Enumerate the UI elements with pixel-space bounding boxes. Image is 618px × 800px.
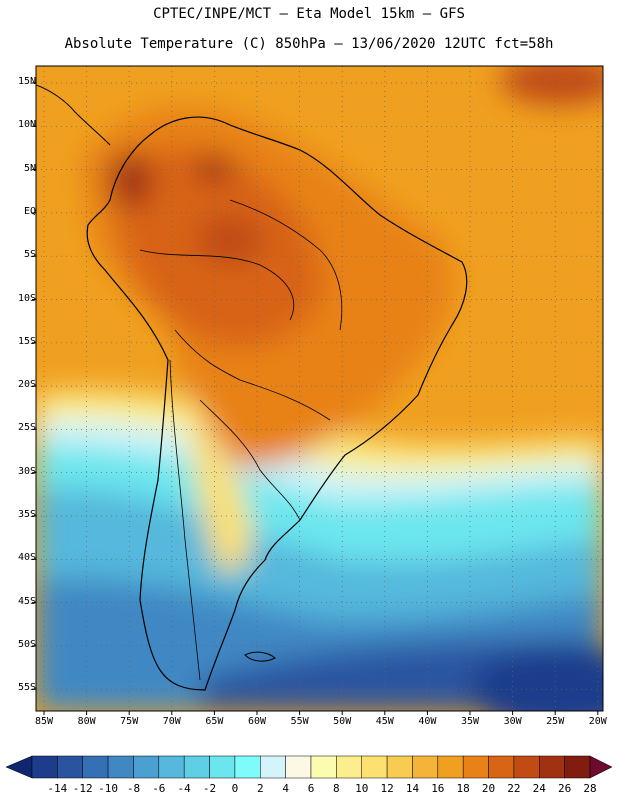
colorbar-label: 12 [380,782,394,795]
colorbar-swatch [361,755,388,779]
longitude-label: 55W [290,716,309,727]
colorbar-swatch [209,755,236,779]
colorbar-label: 16 [431,782,445,795]
colorbar-label: -6 [152,782,166,795]
colorbar-label: 26 [558,782,572,795]
colorbar-label: -12 [72,782,93,795]
longitude-label: 35W [460,716,480,727]
longitude-label: 75W [120,716,139,727]
longitude-label: 25W [546,716,565,727]
latitude-label: 30S [17,465,36,477]
longitude-label: 40W [418,716,437,727]
hotspot-amazon [195,215,265,265]
colorbar-label: 22 [507,782,521,795]
colorbar-swatch [260,755,286,779]
latitude-label: 45S [17,595,36,607]
colorbar-label: 18 [456,782,470,795]
colorbar-swatch [386,755,413,779]
longitude-label: 80W [77,716,96,727]
colorbar-label: 6 [307,782,315,795]
colorbar-label: 14 [405,782,420,795]
colorbar-swatch [234,755,261,779]
colorbar-swatch [488,755,515,779]
chart-title-line-1: CPTEC/INPE/MCT – Eta Model 15km – GFS [153,6,465,22]
colorbar-label: -2 [202,782,217,795]
latitude-label: EQ [23,205,36,217]
country-border [169,359,201,681]
longitude-label: 70W [162,716,181,727]
colorbar-swatch [158,755,185,779]
latitude-label: 10S [17,292,36,304]
longitude-label: 65W [205,716,224,727]
colorbar-high-arrow [589,755,613,779]
south-america-coastline [86,116,468,691]
colorbar-label: 10 [355,782,369,795]
colorbar-label: 20 [481,782,496,795]
longitude-label: 30W [503,716,522,727]
colorbar-label: -4 [177,782,191,795]
hotspot-atlantic [500,66,603,105]
longitude-label: 85W [34,716,54,727]
axis-ticks [32,82,599,715]
longitude-label: 20W [588,716,607,727]
colorbar-swatch [310,755,337,779]
colorbar-low-arrow [5,755,33,779]
central-america-coastline [36,84,111,146]
colorbar-label: -8 [126,782,141,795]
temperature-colorbar [5,755,613,779]
latitude-label: 50S [17,638,36,650]
longitude-label: 60W [247,716,267,727]
longitude-label: 45W [375,716,394,727]
colorbar-swatch [336,755,362,779]
latitude-label: 15S [17,335,36,347]
country-border [199,399,301,521]
coldest-core [470,645,603,711]
country-border [174,329,331,421]
colorbar-label: 0 [231,782,239,795]
patagonia-warm-tongue [185,420,251,573]
latitude-label: 35S [17,509,36,520]
latitude-label: 15N [17,76,36,87]
chart-title-line-2: Absolute Temperature (C) 850hPa – 13/06/… [64,36,554,52]
longitude-label: 50W [333,716,352,727]
colorbar-swatch [133,755,160,779]
latitude-label: 5N [23,162,36,174]
latitude-label: 10N [17,119,36,131]
latitude-label: 20S [17,379,36,391]
colorbar-swatch [437,755,464,779]
temperature-map [32,65,604,715]
latitude-label: 25S [17,422,36,434]
colorbar-swatch [57,755,83,779]
falkland-islands [244,651,276,662]
latitude-label: 40S [17,552,36,564]
country-border [229,199,343,331]
colorbar-swatch [82,755,109,779]
colorbar-swatch [285,755,312,779]
colorbar-label: 28 [583,782,597,795]
colorbar-label: -10 [98,782,119,795]
map-frame [35,65,604,712]
colorbar-swatch [31,755,58,779]
country-border [139,249,295,321]
colorbar-label: 4 [282,782,289,795]
colorbar-label: 24 [532,782,546,795]
colorbar-swatch [564,755,591,779]
latitude-label: 5S [23,249,36,261]
colorbar-label: -14 [47,782,68,795]
colorbar-label: 2 [256,782,264,795]
colorbar-swatch [513,755,540,779]
colorbar-label: 8 [333,782,340,795]
hotspot-venezuela [195,154,235,182]
colorbar-swatch [462,755,489,779]
colorbar-swatch [183,755,210,779]
colorbar-swatch [412,755,439,779]
colorbar-swatch [539,755,565,779]
hotspot-colombia [108,152,152,208]
colorbar-swatch [107,755,134,779]
latitude-label: 55S [17,682,36,694]
